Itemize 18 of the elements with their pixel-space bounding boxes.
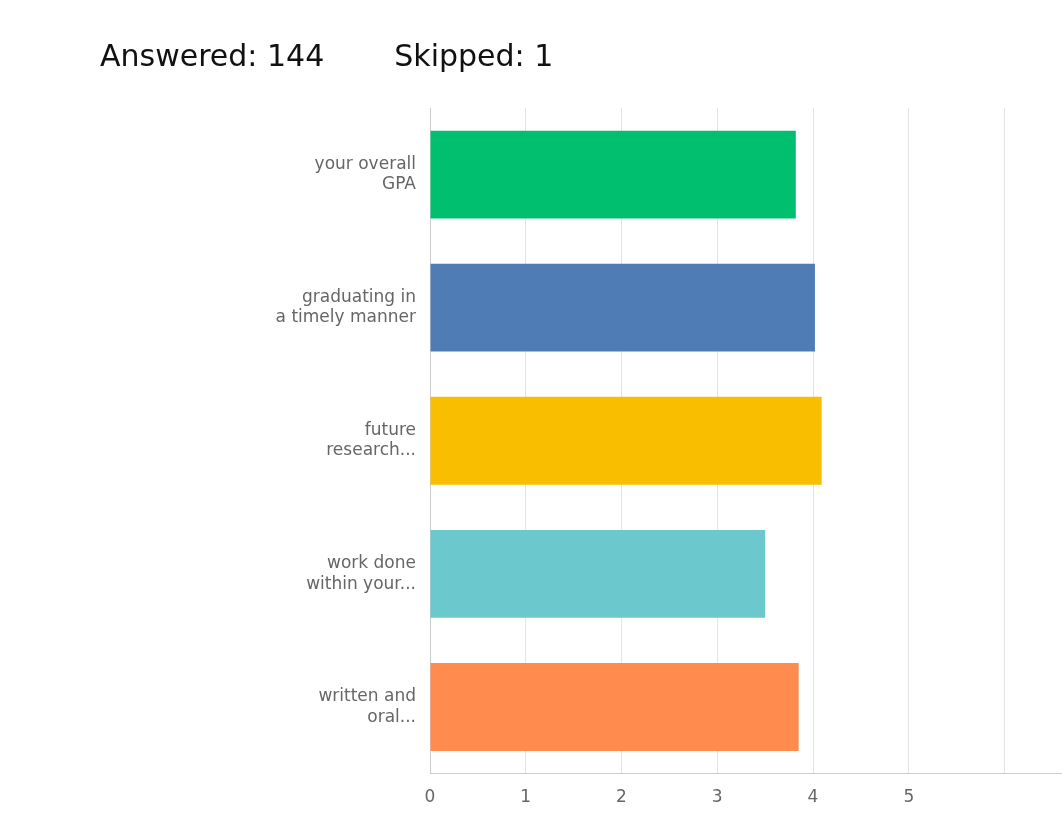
y-tick-label: future research... [326,419,416,460]
bar [430,663,799,751]
x-tick-label: 5 [903,786,915,807]
y-tick-label: work done within your... [306,552,416,593]
x-tick-label: 0 [424,786,436,807]
bar [430,529,766,618]
chart-subtitle: Skipped: 1 [394,38,554,73]
bar [430,130,796,219]
bar [430,263,815,352]
bar [430,396,822,485]
chart-title: Answered: 144 [100,38,325,73]
x-tick-label: 4 [807,786,819,807]
x-tick-label: 3 [711,786,723,807]
x-tick-label: 1 [520,786,532,807]
y-tick-label: written and oral... [318,685,416,726]
y-tick-label: graduating in a timely manner [275,285,416,327]
y-tick-label: your overall GPA [314,152,417,194]
x-tick-label: 2 [616,786,627,807]
